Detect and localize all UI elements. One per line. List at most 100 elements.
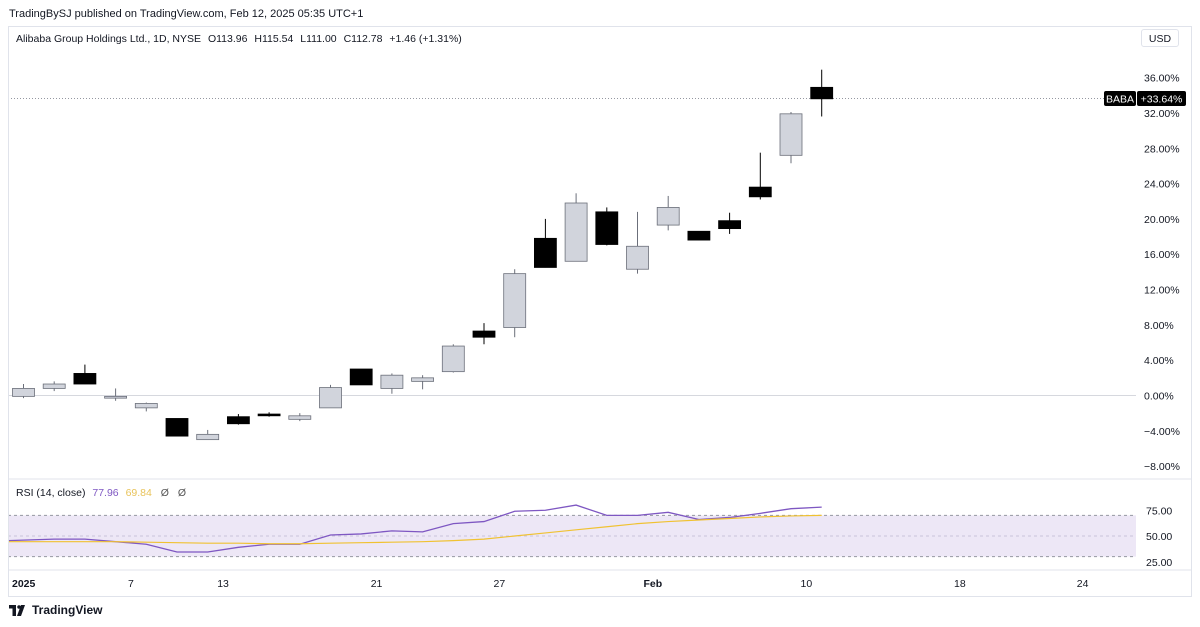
price-tick-label: 0.00% — [1144, 391, 1174, 403]
candle — [472, 323, 496, 345]
rsi-tick-label: 25.00 — [1146, 557, 1172, 569]
time-tick-label: 7 — [128, 578, 134, 590]
rsi-tick-label: 75.00 — [1146, 505, 1172, 517]
change-value: +1.46 (+1.31%) — [389, 33, 462, 45]
price-tag-value: +33.64% — [1141, 93, 1183, 105]
rsi-tick-label: 50.00 — [1146, 531, 1172, 543]
candle-body — [288, 415, 312, 420]
rsi-hidden-icon-2[interactable]: Ø — [177, 487, 187, 499]
price-tick-label: 8.00% — [1144, 320, 1174, 332]
price-tick-label: 20.00% — [1144, 214, 1180, 226]
price-tick-label: 36.00% — [1144, 73, 1180, 85]
candle-body — [718, 220, 741, 230]
chart-frame — [8, 26, 1192, 597]
candle — [349, 368, 373, 386]
price-tag-symbol-box — [1104, 90, 1136, 106]
candle — [656, 195, 680, 231]
time-tick-label: 13 — [217, 578, 229, 590]
candle-body — [534, 237, 557, 268]
tradingview-logo-icon — [9, 604, 25, 616]
candle — [810, 69, 834, 117]
price-zero-line — [8, 97, 1136, 396]
candles — [12, 69, 834, 441]
time-tick-label: 27 — [494, 578, 506, 590]
candle — [165, 418, 189, 437]
time-tick-label: 10 — [801, 578, 813, 590]
candle-body — [411, 377, 435, 382]
high-value: H115.54 — [254, 33, 294, 45]
price-tick-label: 12.00% — [1144, 285, 1180, 297]
candle — [104, 388, 127, 401]
candle-body — [595, 211, 619, 245]
price-tick-label: 32.00% — [1144, 108, 1180, 120]
candle — [718, 212, 741, 234]
candle-body — [380, 374, 404, 389]
rsi-ma-value: 69.84 — [125, 487, 152, 499]
price-tick-label: 28.00% — [1144, 143, 1180, 155]
candle-body — [503, 273, 527, 328]
price-axis: 36.00% 32.00% 28.00% 24.00% 20.00% 16.00% 12.0… — [1144, 73, 1180, 474]
rsi-hidden-icon-1[interactable]: Ø — [160, 487, 169, 499]
candle-body — [196, 433, 220, 441]
price-tick-label: −8.00% — [1144, 461, 1180, 473]
currency-button[interactable]: USD — [1141, 29, 1179, 47]
candle-body — [134, 403, 158, 409]
candle-body — [748, 186, 772, 198]
price-tag-symbol: BABA — [1106, 93, 1134, 105]
symbol-title: Alibaba Group Holdings Ltd., 1D, NYSE — [16, 33, 202, 45]
candle — [534, 218, 557, 268]
time-tick-label: 18 — [954, 578, 966, 590]
candle — [687, 230, 711, 241]
candle-body — [165, 418, 189, 437]
candle-body — [441, 345, 465, 373]
candle-body — [687, 230, 711, 241]
candle-body — [779, 113, 803, 156]
price-tick-label: 24.00% — [1144, 179, 1180, 191]
time-tick-label: 24 — [1077, 578, 1089, 590]
rsi-axis: 75.00 50.00 25.00 — [1146, 505, 1172, 569]
candle — [441, 344, 465, 373]
candle-body — [810, 86, 834, 100]
candle-body — [12, 388, 35, 397]
price-tag: BABA +33.64% — [1104, 90, 1186, 106]
candle — [380, 373, 404, 394]
candle — [564, 193, 588, 262]
price-tag-value-box — [1137, 90, 1186, 106]
candle-body — [656, 207, 680, 226]
candle — [288, 413, 312, 422]
candle-body — [257, 413, 281, 417]
candle — [748, 152, 772, 200]
candle-body — [42, 383, 66, 389]
candle — [196, 429, 220, 441]
price-tick-label: 4.00% — [1144, 355, 1174, 367]
candle-body — [104, 395, 127, 399]
candle-body — [226, 416, 250, 425]
rsi-pane — [7, 478, 1192, 558]
candle-body — [319, 387, 342, 409]
candle — [42, 381, 66, 392]
candle-body — [73, 373, 97, 385]
time-tick-label: 2025 — [12, 578, 36, 590]
candle — [626, 211, 649, 274]
candle-body — [472, 330, 496, 338]
rsi-value: 77.96 — [92, 487, 119, 499]
rsi-ma-line — [8, 514, 822, 545]
candle — [226, 414, 250, 425]
rsi-legend: RSI (14, close) 77.96 69.84 Ø Ø — [16, 487, 186, 499]
candle-body — [626, 245, 649, 270]
rsi-title: RSI (14, close) — [16, 487, 86, 499]
candle — [134, 402, 158, 412]
candle — [503, 269, 527, 338]
candle-body — [349, 368, 373, 386]
close-value: C112.78 — [343, 33, 383, 45]
symbol-legend: Alibaba Group Holdings Ltd., 1D, NYSE O1… — [16, 33, 466, 45]
footer-brand: TradingView — [9, 603, 102, 617]
open-value: O113.96 — [207, 33, 248, 45]
publisher-line: TradingBySJ published on TradingView.com… — [9, 8, 364, 20]
low-value: L111.00 — [300, 33, 337, 45]
time-axis: 2025 7 13 21 27 Feb 10 18 24 — [8, 569, 1192, 590]
time-tick-label: 21 — [371, 578, 383, 590]
footer-brand-label: TradingView — [32, 603, 103, 617]
candle — [12, 384, 35, 399]
